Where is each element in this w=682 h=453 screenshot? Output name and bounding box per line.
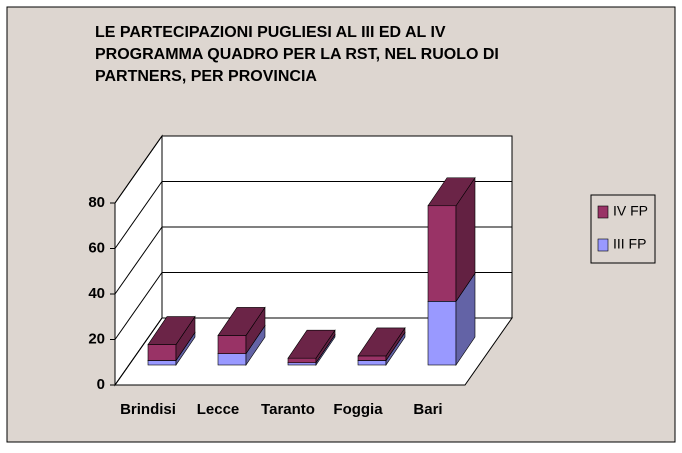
bar-front	[357, 355, 387, 361]
bar-front	[217, 335, 247, 354]
y-tick-label: 0	[97, 376, 105, 393]
x-tick-label: Lecce	[197, 401, 240, 418]
x-tick-label: Bari	[413, 401, 442, 418]
grid-line	[114, 181, 512, 249]
legend-label: IV FP	[613, 203, 648, 219]
chart-title: LE PARTECIPAZIONI PUGLIESI AL III ED AL …	[95, 24, 499, 85]
x-tick-label: Taranto	[261, 401, 315, 418]
bar-front	[357, 360, 387, 366]
grid-line	[114, 317, 512, 386]
bar-front	[287, 357, 317, 364]
x-tick-label: Brindisi	[120, 401, 176, 418]
bar-top	[287, 329, 336, 359]
grid-line	[114, 272, 512, 340]
legend-box	[590, 194, 656, 264]
x-tick-label: Foggia	[333, 401, 383, 418]
y-tick-label: 40	[88, 285, 105, 302]
bar-front	[147, 344, 177, 361]
bar-top	[147, 316, 196, 345]
bar-top	[217, 307, 266, 336]
y-tick-label: 20	[88, 330, 105, 347]
bar-front	[427, 300, 457, 366]
bar-front	[427, 205, 457, 302]
bar-front	[147, 360, 177, 366]
grid-line	[114, 226, 512, 295]
legend-swatch	[597, 205, 609, 219]
bar-top	[427, 177, 476, 207]
bar-front	[217, 353, 247, 366]
legend-swatch	[597, 238, 609, 252]
legend-label: III FP	[613, 236, 646, 252]
bar-front	[287, 362, 317, 366]
grid-line	[114, 135, 512, 204]
bar-top	[357, 327, 406, 357]
y-tick-label: 80	[88, 194, 105, 211]
y-tick-label: 60	[88, 239, 105, 256]
